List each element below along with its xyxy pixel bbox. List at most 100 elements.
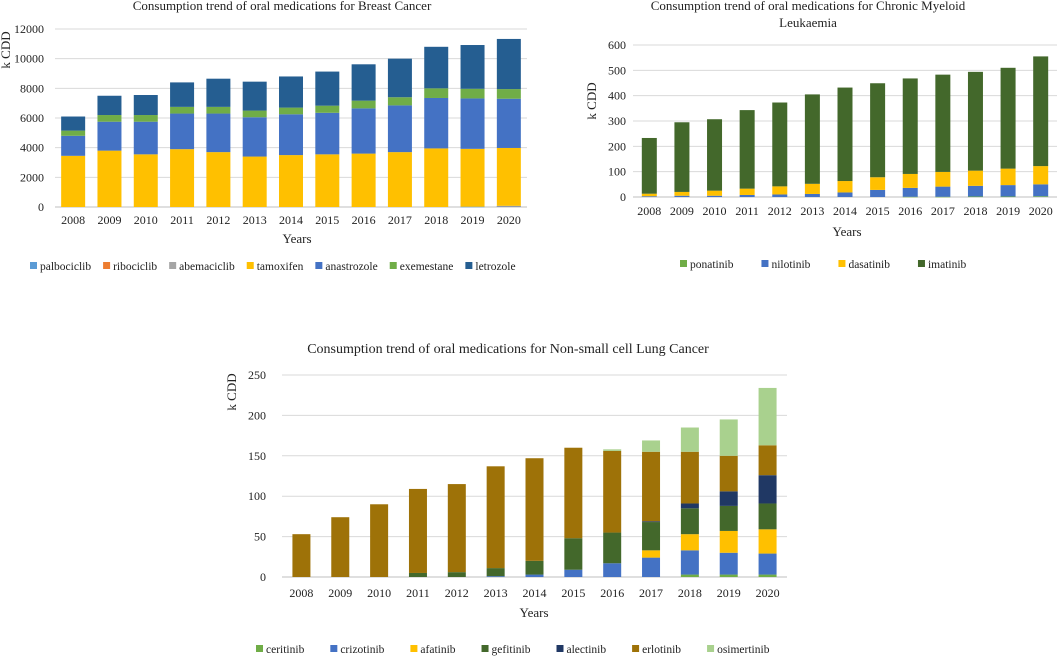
x-tick-label: 2010 — [134, 213, 158, 227]
bar-segment-exemestane-2020 — [496, 89, 521, 99]
bar-segment-imatinib-2017 — [935, 74, 951, 172]
x-tick-label: 2014 — [523, 586, 547, 600]
x-tick-label: 2012 — [768, 204, 792, 218]
legend-swatch-ribociclib — [103, 262, 111, 269]
bar-segment-erlotinib-2020 — [758, 445, 777, 476]
bar-segment-crizotinib-2017 — [642, 557, 661, 577]
bar-segment-letrozole-2011 — [170, 82, 195, 107]
y-axis-label: k CDD — [584, 82, 599, 119]
x-axis-label: Years — [282, 231, 311, 246]
x-tick-label: 2018 — [963, 204, 987, 218]
bar-segment-exemestane-2014 — [279, 107, 303, 115]
bar-segment-anastrozole-2014 — [279, 114, 303, 156]
bar-segment-erlotinib-2017 — [642, 451, 661, 522]
bar-segment-dasatinib-2018 — [967, 170, 983, 186]
legend-label-ceritinib: ceritinib — [266, 644, 305, 656]
bar-segment-anastrozole-2016 — [351, 108, 376, 154]
bar-segment-letrozole-2017 — [387, 58, 412, 98]
legend-label-letrozole: letrozole — [475, 261, 515, 273]
legend-swatch-crizotinib — [330, 645, 338, 652]
y-axis-label: k CDD — [0, 31, 13, 68]
bar-segment-afatinib-2018 — [680, 534, 699, 551]
x-axis-label: Years — [519, 605, 548, 620]
bar-segment-crizotinib-2018 — [680, 550, 699, 575]
x-tick-label: 2018 — [424, 213, 448, 227]
bar-segment-tamoxifen-2008 — [61, 155, 86, 207]
bar-segment-palbociclib-2019 — [460, 206, 485, 208]
y-tick-label: 0 — [260, 570, 266, 584]
x-tick-label: 2011 — [170, 213, 194, 227]
bar-segment-imatinib-2009 — [674, 122, 690, 192]
legend-swatch-erlotinib — [632, 645, 640, 652]
bar-segment-abemaciclib-2020 — [496, 205, 521, 207]
bar-segment-afatinib-2020 — [758, 529, 777, 554]
x-tick-label: 2017 — [388, 213, 412, 227]
bar-segment-gefitinib-2018 — [680, 508, 699, 535]
bar-segment-crizotinib-2020 — [758, 553, 777, 575]
x-tick-label: 2010 — [367, 586, 391, 600]
bar-segment-nilotinib-2015 — [870, 189, 886, 197]
bar-segment-letrozole-2016 — [351, 64, 376, 101]
x-tick-label: 2009 — [97, 213, 121, 227]
bar-segment-anastrozole-2015 — [315, 112, 340, 155]
legend-swatch-imatinib — [917, 260, 925, 267]
bar-segment-tamoxifen-2011 — [170, 149, 195, 207]
bar-segment-letrozole-2014 — [279, 76, 303, 108]
bar-segment-ponatinib-2019 — [1000, 196, 1016, 198]
legend-swatch-nilotinib — [761, 260, 769, 267]
bar-segment-tamoxifen-2009 — [97, 150, 122, 207]
x-tick-label: 2016 — [898, 204, 922, 218]
bar-segment-letrozole-2012 — [206, 78, 231, 107]
bar-segment-imatinib-2015 — [870, 83, 886, 178]
bar-segment-erlotinib-2015 — [564, 447, 583, 539]
bar-segment-dasatinib-2012 — [772, 186, 788, 195]
y-tick-label: 0 — [620, 190, 626, 204]
legend-label-crizotinib: crizotinib — [340, 644, 384, 656]
bar-segment-anastrozole-2020 — [496, 98, 521, 148]
bar-segment-erlotinib-2014 — [525, 458, 544, 561]
bar-segment-exemestane-2008 — [61, 130, 86, 136]
x-tick-label: 2017 — [639, 586, 663, 600]
x-tick-label: 2011 — [406, 586, 430, 600]
legend-label-ponatinib: ponatinib — [690, 259, 734, 271]
bar-segment-nilotinib-2013 — [804, 193, 820, 197]
legend-swatch-ceritinib — [256, 645, 263, 652]
bar-segment-nilotinib-2012 — [772, 194, 788, 197]
legend-swatch-ponatinib — [680, 260, 687, 267]
bar-segment-exemestane-2016 — [351, 100, 376, 109]
bar-segment-letrozole-2019 — [460, 45, 485, 89]
y-tick-label: 250 — [248, 368, 266, 382]
bar-segment-imatinib-2010 — [707, 119, 723, 191]
bar-segment-gefitinib-2012 — [447, 572, 466, 577]
nsclc-chart: Consumption trend of oral medications fo… — [224, 342, 787, 656]
bar-segment-exemestane-2019 — [460, 88, 485, 99]
bar-segment-anastrozole-2009 — [97, 121, 122, 151]
x-tick-label: 2015 — [561, 586, 585, 600]
x-tick-label: 2008 — [289, 586, 313, 600]
y-tick-label: 400 — [608, 89, 626, 103]
legend-label-osimertinib: osimertinib — [717, 644, 770, 656]
x-axis-label: Years — [832, 224, 861, 239]
legend-swatch-abemaciclib — [169, 262, 177, 269]
legend-swatch-letrozole — [465, 262, 473, 269]
legend-label-gefitinib: gefitinib — [492, 644, 531, 656]
legend-label-nilotinib: nilotinib — [771, 259, 810, 271]
bar-segment-imatinib-2014 — [837, 87, 853, 182]
x-tick-label: 2020 — [1029, 204, 1053, 218]
bar-segment-alectinib-2020 — [758, 475, 777, 504]
x-tick-label: 2009 — [328, 586, 352, 600]
x-tick-label: 2016 — [600, 586, 624, 600]
bar-segment-anastrozole-2008 — [61, 135, 86, 156]
bar-segment-imatinib-2020 — [1033, 56, 1049, 167]
chart-title: Consumption trend of oral medications fo… — [133, 0, 432, 13]
bar-segment-nilotinib-2018 — [967, 185, 983, 197]
bar-segment-tamoxifen-2013 — [242, 156, 267, 207]
y-tick-label: 4000 — [20, 141, 44, 155]
bar-segment-crizotinib-2013 — [486, 576, 505, 577]
x-tick-label: 2019 — [461, 213, 485, 227]
x-tick-label: 2014 — [833, 204, 857, 218]
bar-segment-exemestane-2018 — [424, 88, 449, 98]
bar-segment-letrozole-2013 — [242, 81, 267, 111]
bar-segment-dasatinib-2016 — [902, 173, 918, 188]
